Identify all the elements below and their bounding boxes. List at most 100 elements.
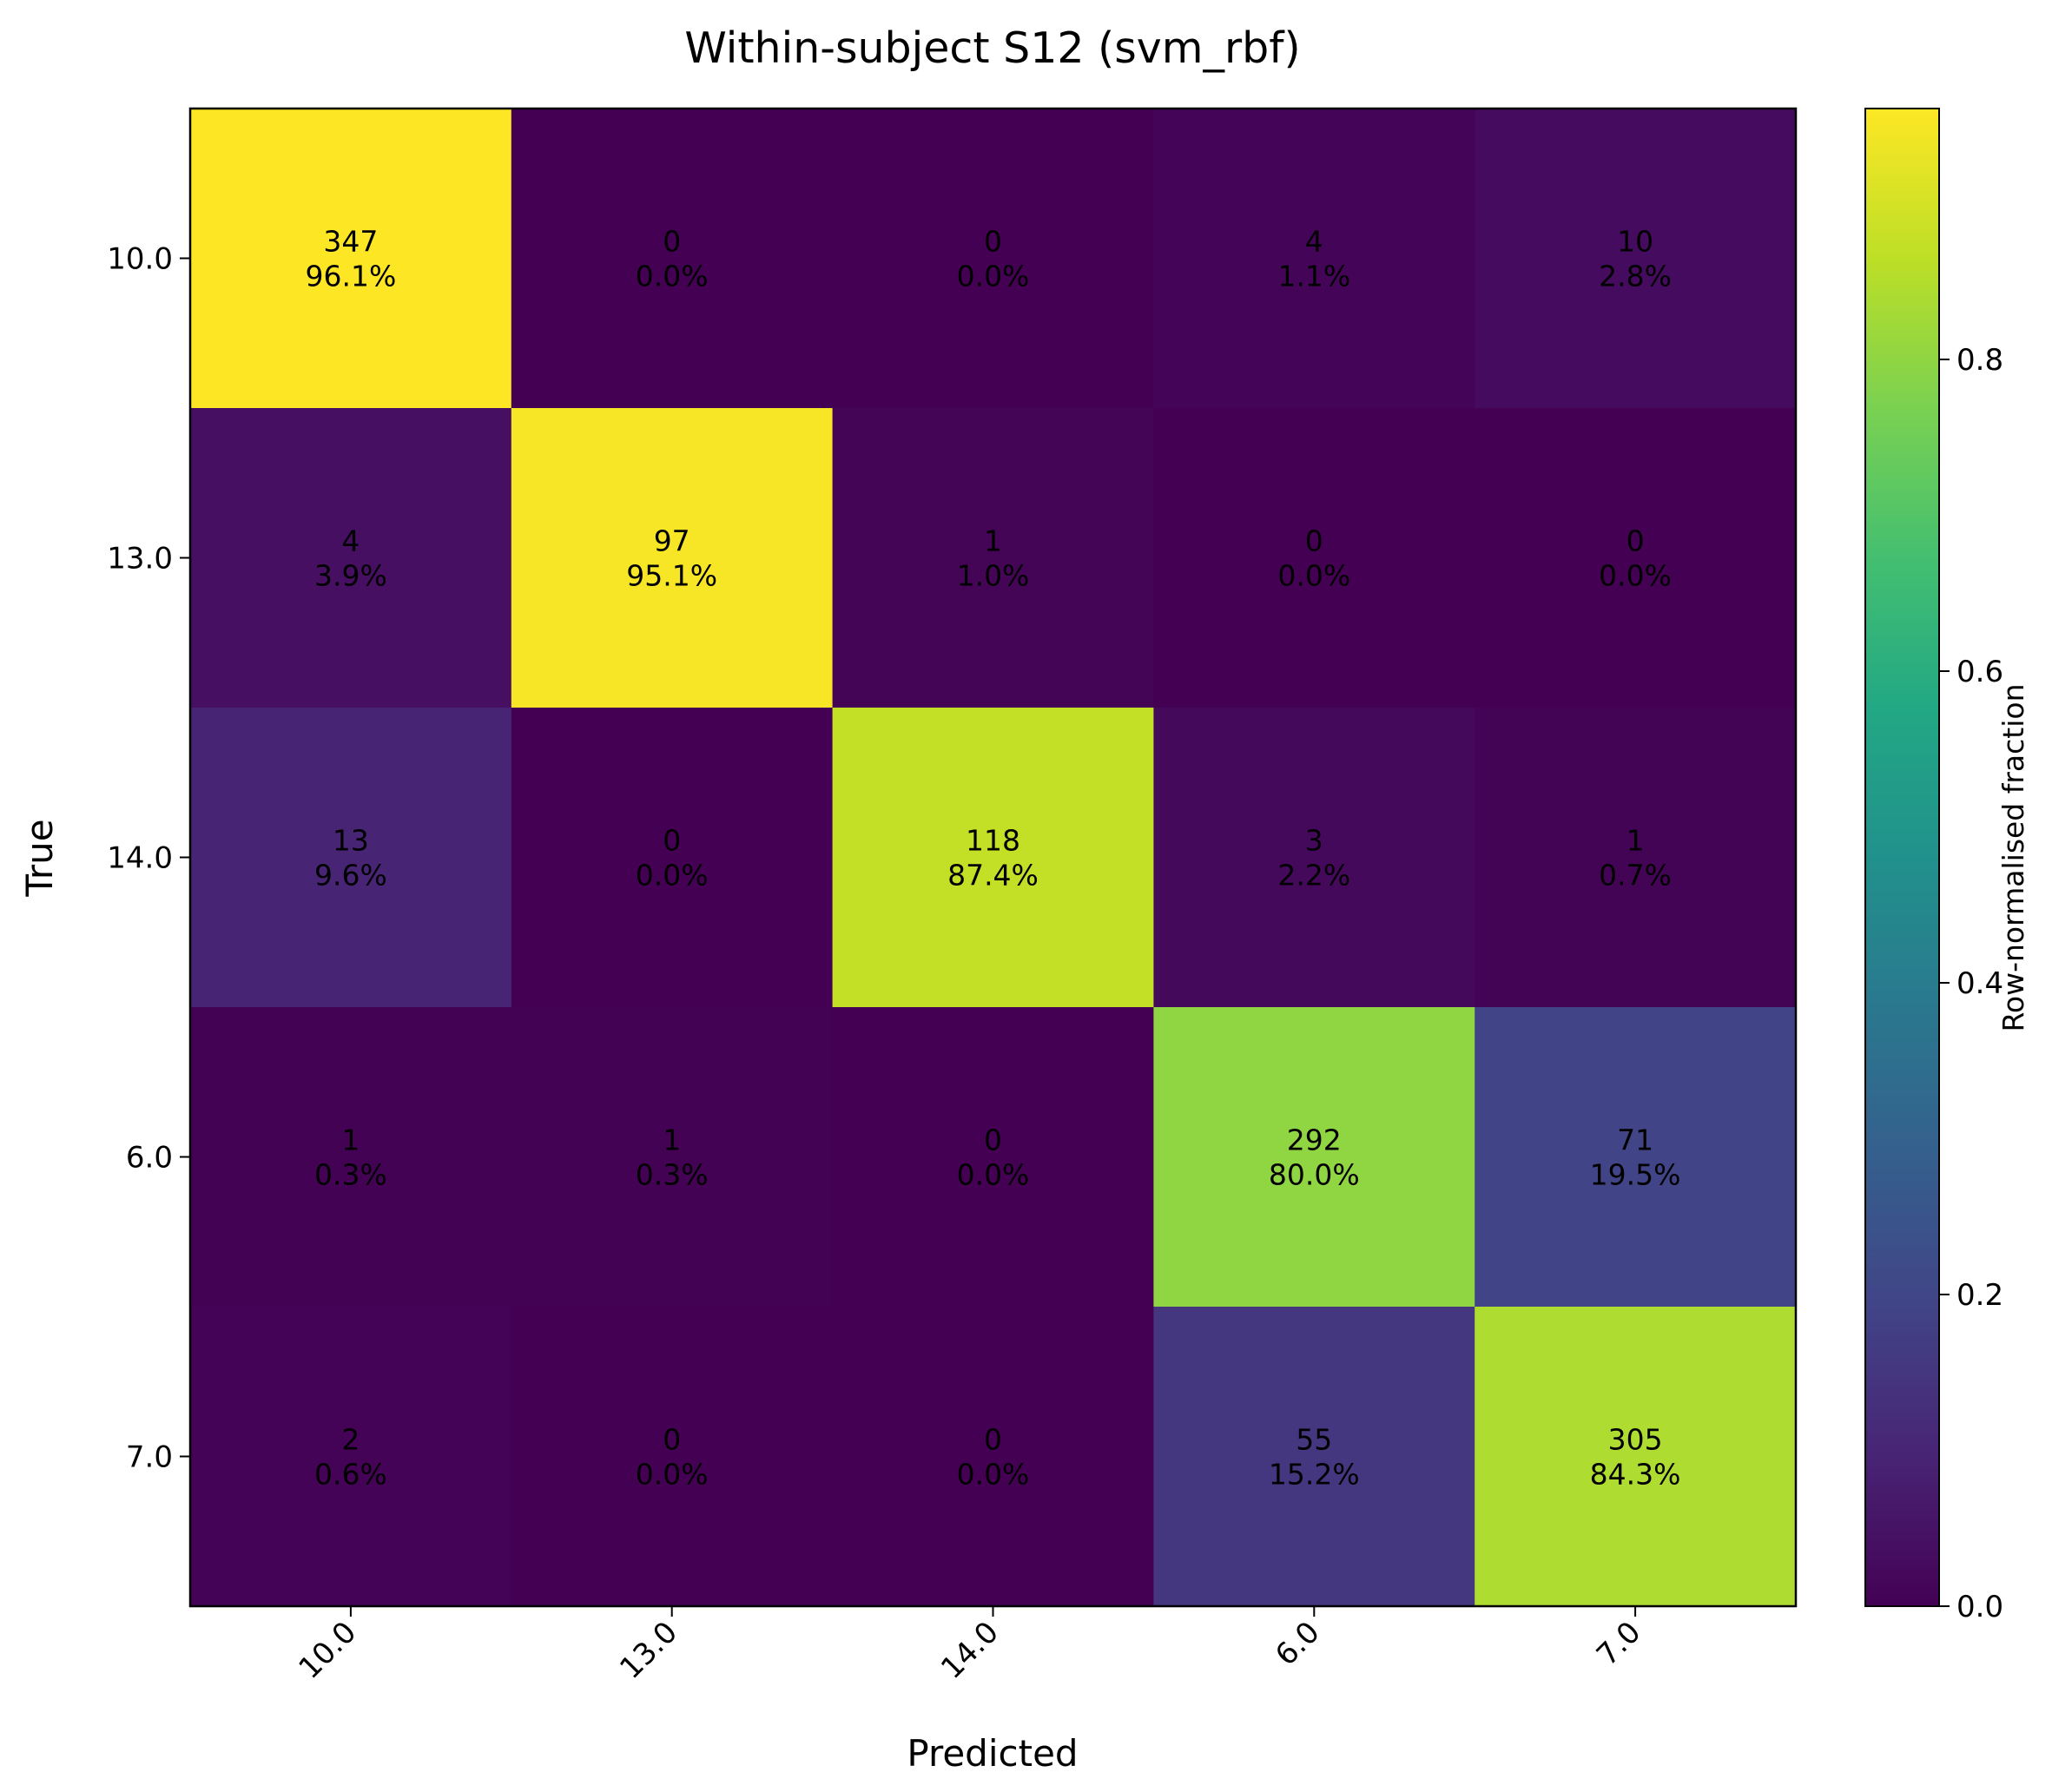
heatmap-cell: [1475, 1307, 1797, 1607]
cell-percent-label: 0.0%: [636, 1458, 709, 1492]
colorbar-label: Row-normalised fraction: [1996, 683, 2030, 1031]
heatmap-cell: [190, 109, 512, 409]
heatmap-cell: [511, 1307, 834, 1607]
colorbar: [1864, 108, 1940, 1607]
cell-count-label: 0: [663, 225, 681, 259]
y-axis-label: True: [18, 819, 61, 897]
cell-count-label: 1: [984, 524, 1002, 558]
cell-count-label: 4: [341, 524, 360, 558]
heatmap-cell: [1153, 408, 1475, 708]
cell-percent-label: 0.0%: [1599, 559, 1672, 593]
y-axis-ticks: 10.0 13.0 14.0 6.0 7.0: [107, 242, 190, 1475]
cell-percent-label: 84.3%: [1590, 1458, 1681, 1492]
heatmap-cell: [1475, 708, 1797, 1008]
cell-percent-label: 1.0%: [957, 559, 1030, 593]
heatmap-cell: [1153, 708, 1475, 1008]
cell-count-label: 2: [341, 1423, 360, 1457]
heatmap-cell: [511, 408, 834, 708]
heatmap-cell: [1475, 1007, 1797, 1308]
cell-percent-label: 1.1%: [1277, 260, 1350, 293]
heatmap-cell: [511, 708, 834, 1008]
cell-count-label: 0: [663, 824, 681, 858]
chart-title: Within-subject S12 (svm_rbf): [684, 23, 1300, 73]
heatmap-cell: [190, 408, 512, 708]
cell-count-label: 1: [341, 1123, 360, 1157]
heatmap-cell: [1153, 1007, 1475, 1308]
cell-percent-label: 9.6%: [314, 859, 387, 893]
cell-count-label: 0: [1626, 524, 1645, 558]
cell-count-label: 1: [663, 1123, 681, 1157]
cell-percent-label: 0.0%: [636, 859, 709, 893]
cell-count-label: 13: [333, 824, 369, 858]
heatmap-cells: [190, 109, 1797, 1607]
cell-percent-label: 0.7%: [1599, 859, 1672, 893]
x-tick-label: 14.0: [934, 1615, 1006, 1686]
heatmap-cell: [511, 109, 834, 409]
cell-count-label: 118: [966, 824, 1020, 858]
cell-percent-label: 0.0%: [636, 260, 709, 293]
heatmap-cell: [190, 1007, 512, 1308]
colorbar-ticks: 0.0 0.2 0.4 0.6 0.8: [1939, 343, 2003, 1624]
heatmap-cell-labels: 34796.1%00.0%00.0%41.1%102.8%43.9%9795.1…: [305, 225, 1680, 1492]
x-axis-label: Predicted: [907, 1732, 1078, 1775]
cell-percent-label: 3.9%: [314, 559, 387, 593]
cell-percent-label: 87.4%: [947, 859, 1039, 893]
cell-count-label: 305: [1608, 1423, 1663, 1457]
cell-count-label: 292: [1287, 1123, 1342, 1157]
heatmap-cell: [511, 1007, 834, 1308]
heatmap-cell: [832, 1007, 1154, 1308]
colorbar-tick-label: 0.0: [1956, 1590, 2003, 1624]
cell-count-label: 347: [323, 225, 378, 259]
colorbar-tick-label: 0.4: [1956, 966, 2003, 1001]
colorbar-tick-label: 0.8: [1956, 343, 2003, 378]
cell-count-label: 10: [1617, 225, 1653, 259]
heatmap-cell: [832, 708, 1154, 1008]
cell-percent-label: 0.6%: [314, 1458, 387, 1492]
cell-count-label: 3: [1305, 824, 1323, 858]
cell-count-label: 0: [663, 1423, 681, 1457]
heatmap-cell: [190, 1307, 512, 1607]
x-axis-ticks: 10.0 13.0 14.0 6.0 7.0: [292, 1606, 1647, 1686]
cell-percent-label: 2.8%: [1599, 260, 1672, 293]
heatmap-cell: [1153, 1307, 1475, 1607]
colorbar-tick-label: 0.2: [1956, 1278, 2003, 1313]
y-tick-label: 6.0: [126, 1141, 173, 1176]
x-tick-label: 7.0: [1590, 1615, 1648, 1673]
y-tick-label: 7.0: [126, 1440, 173, 1475]
heatmap-cell: [832, 1307, 1154, 1607]
heatmap-cell: [1475, 109, 1797, 409]
cell-percent-label: 95.1%: [626, 559, 717, 593]
cell-count-label: 55: [1296, 1423, 1332, 1457]
x-tick-label: 13.0: [613, 1615, 684, 1686]
cell-count-label: 97: [654, 524, 690, 558]
cell-percent-label: 0.3%: [636, 1158, 709, 1192]
cell-percent-label: 2.2%: [1277, 859, 1350, 893]
y-tick-label: 13.0: [107, 542, 173, 576]
cell-count-label: 71: [1617, 1123, 1653, 1157]
heatmap-cell: [190, 708, 512, 1008]
cell-count-label: 0: [984, 225, 1002, 259]
cell-percent-label: 0.0%: [957, 1158, 1030, 1192]
cell-count-label: 0: [984, 1123, 1002, 1157]
y-tick-label: 10.0: [107, 242, 173, 277]
heatmap-cell: [1153, 109, 1475, 409]
cell-count-label: 0: [1305, 524, 1323, 558]
x-tick-label: 10.0: [292, 1615, 363, 1686]
cell-count-label: 0: [984, 1423, 1002, 1457]
colorbar-tick-label: 0.6: [1956, 655, 2003, 689]
x-tick-label: 6.0: [1269, 1615, 1327, 1673]
heatmap-cell: [832, 408, 1154, 708]
cell-count-label: 1: [1626, 824, 1645, 858]
cell-percent-label: 96.1%: [305, 260, 396, 293]
y-tick-label: 14.0: [107, 841, 173, 876]
cell-count-label: 4: [1305, 225, 1323, 259]
cell-percent-label: 0.0%: [1277, 559, 1350, 593]
cell-percent-label: 15.2%: [1269, 1458, 1360, 1492]
cell-percent-label: 0.0%: [957, 1458, 1030, 1492]
cell-percent-label: 19.5%: [1590, 1158, 1681, 1192]
heatmap-cell: [832, 109, 1154, 409]
cell-percent-label: 0.3%: [314, 1158, 387, 1192]
heatmap-cell: [1475, 408, 1797, 708]
cell-percent-label: 0.0%: [957, 260, 1030, 293]
